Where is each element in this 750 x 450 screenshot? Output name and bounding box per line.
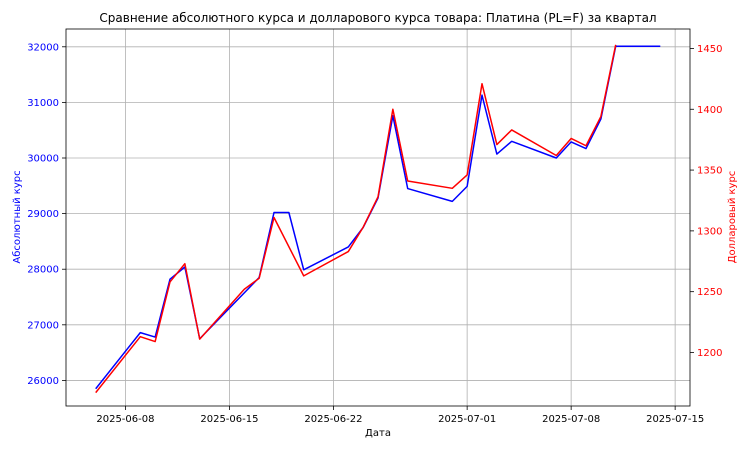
y-right-tick-label: 1450	[697, 44, 722, 55]
x-tick-label: 2025-06-15	[200, 414, 258, 425]
y-left-tick-label: 28000	[27, 265, 59, 276]
plot-frame	[65, 28, 691, 407]
y-left-tick-label: 32000	[27, 42, 59, 53]
y-left-tick-label: 30000	[27, 154, 59, 165]
chart-title: Сравнение абсолютного курса и долларовог…	[99, 11, 656, 25]
x-tick-label: 2025-06-08	[96, 414, 154, 425]
x-tick-label: 2025-07-15	[646, 414, 704, 425]
x-tick-label: 2025-07-08	[542, 414, 600, 425]
y-left-tick-label: 31000	[27, 98, 59, 109]
axes: 2025-06-08 2025-06-15 2025-06-22 2025-07-01…	[27, 28, 722, 425]
grid-lines	[66, 29, 690, 406]
y-right-tick-label: 1300	[697, 226, 722, 237]
y-right-axis-label: Долларовый курс	[727, 171, 738, 264]
series-line-dollar	[95, 44, 617, 394]
series-line-absolute	[95, 45, 661, 390]
y-right-tick-label: 1200	[697, 348, 722, 359]
y-left-axis-label: Абсолютный курс	[12, 170, 23, 263]
y-left-tick-label: 27000	[27, 320, 59, 331]
x-tick-label: 2025-07-01	[438, 414, 496, 425]
series-lines	[95, 44, 661, 394]
x-tick-label: 2025-06-22	[304, 414, 362, 425]
y-left-tick-label: 26000	[27, 376, 59, 387]
x-axis-label: Дата	[365, 428, 391, 439]
y-right-tick-label: 1250	[697, 287, 722, 298]
y-left-tick-label: 29000	[27, 209, 59, 220]
y-right-tick-label: 1350	[697, 166, 722, 177]
y-right-tick-label: 1400	[697, 105, 722, 116]
